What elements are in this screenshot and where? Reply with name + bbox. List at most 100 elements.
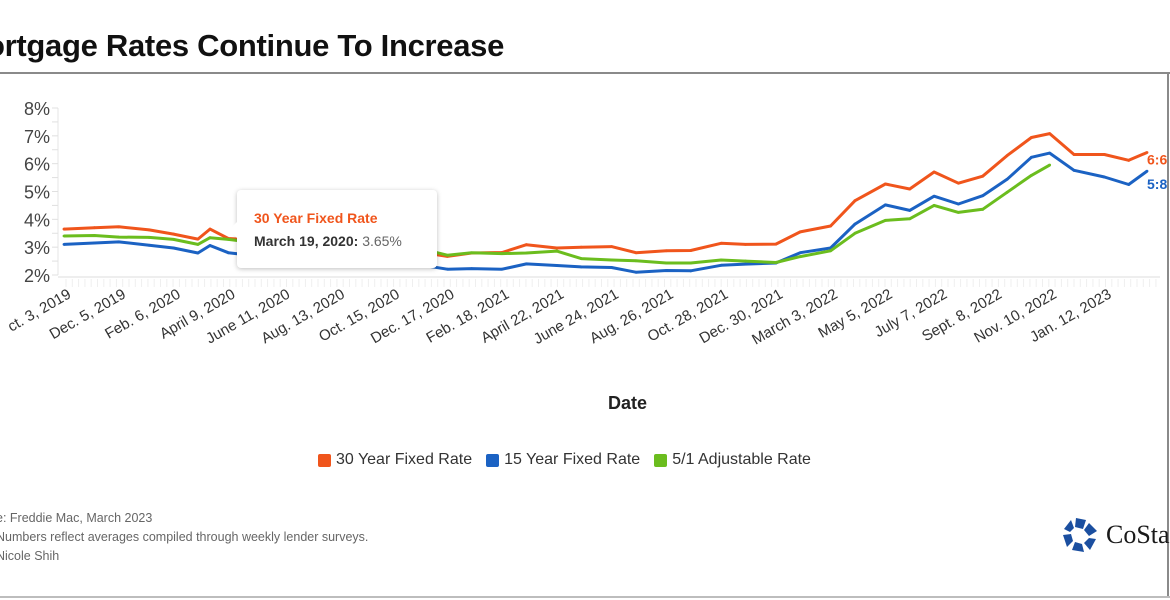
data-point [774,242,778,246]
legend-item-arm[interactable]: 5/1 Adjustable Rate [654,451,811,469]
data-point [981,207,985,211]
x-axis-title: Date [608,393,648,413]
data-point [500,252,504,255]
data-point [1127,183,1131,186]
data-point [470,267,474,270]
chart-title: ortgage Rates Continue To Increase [0,28,505,63]
data-point [634,251,638,255]
legend-item-30yr[interactable]: 30 Year Fixed Rate [318,451,472,469]
data-point [956,210,960,214]
data-point [798,251,802,255]
data-point [117,225,121,229]
data-point [1029,136,1033,139]
divider [0,596,1170,598]
footnote: Numbers reflect averages compiled throug… [0,530,369,544]
legend-label: 30 Year Fixed Rate [336,451,473,468]
data-point [196,251,200,255]
data-point [1029,155,1033,159]
data-point [981,194,985,198]
data-point [853,222,857,226]
legend-label: 5/1 Adjustable Rate [672,451,811,468]
data-point [956,181,960,185]
legend: 30 Year Fixed Rate 15 Year Fixed Rate 5/… [318,451,811,469]
tooltip: 30 Year Fixed Rate March 19, 2020: 3.65% [229,190,437,268]
data-point [1103,175,1106,179]
data-point [196,237,200,241]
data-point [1145,169,1149,173]
author: Nicole Shih [0,549,60,563]
data-point [719,241,723,245]
data-point [172,232,175,236]
y-tick-label: 7% [24,127,50,147]
data-point [744,259,747,263]
data-point [798,255,802,259]
data-point [117,235,121,239]
data-point [226,251,230,255]
data-point [117,240,121,244]
data-point [853,231,857,235]
data-point [1072,153,1076,156]
data-point [719,263,723,267]
data-point [744,242,747,246]
data-point [610,245,613,249]
legend-swatch [486,453,500,467]
data-point [525,251,528,255]
source-note: e: Freddie Mac, March 2023 [0,511,153,525]
data-point [579,265,583,269]
end-label: 5:8 [1147,176,1167,192]
data-point [774,261,778,264]
data-point [829,224,833,228]
data-point [610,258,613,262]
tooltip-series: 30 Year Fixed Rate [254,210,378,226]
data-point [445,267,449,271]
data-point [579,257,583,260]
data-point [208,227,212,231]
data-point [208,244,212,247]
y-tick-label: 6% [24,155,50,175]
data-point [525,243,528,247]
data-point [470,251,474,255]
data-point [1029,173,1033,177]
tooltip-value-line: March 19, 2020: 3.65% [254,233,402,249]
data-point [829,249,833,253]
data-point [226,237,230,241]
data-point [664,261,668,265]
data-point [798,230,802,234]
data-point [908,217,912,221]
data-point [689,269,693,273]
divider [0,72,1170,74]
data-point [883,182,887,186]
data-point [1145,151,1149,154]
data-point [93,234,96,237]
data-point [1005,177,1009,181]
y-tick-label: 2% [24,266,50,286]
legend-item-15yr[interactable]: 15 Year Fixed Rate [486,451,640,469]
data-point [883,203,887,207]
data-point [93,241,96,245]
data-point [908,209,912,212]
y-tick-label: 5% [24,183,50,203]
data-point [147,228,151,232]
data-point [555,249,559,253]
data-point [500,267,504,271]
data-point [147,236,151,239]
data-point [1048,151,1052,155]
data-point [172,246,175,250]
data-point [147,243,151,247]
data-point [525,262,528,266]
data-point [1005,190,1009,194]
data-point [689,249,693,252]
data-point [1103,153,1106,156]
data-point [555,264,559,267]
y-tick-label: 8% [24,99,50,119]
tooltip-arrow [229,222,237,238]
data-point [579,245,583,249]
legend-swatch [654,453,668,467]
costar-star-icon [1063,518,1097,552]
data-point [1072,168,1076,172]
data-point [932,204,936,207]
data-point [555,246,559,250]
y-tick-label: 4% [24,210,50,230]
data-point [744,262,747,266]
divider [1167,72,1169,598]
